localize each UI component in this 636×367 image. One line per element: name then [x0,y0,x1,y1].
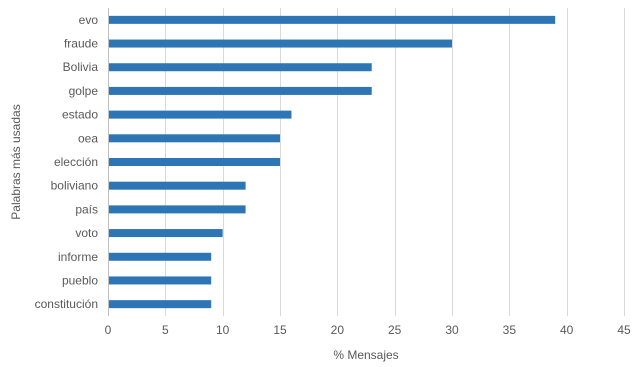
bar-6 [109,158,280,166]
category-label: país [75,202,98,216]
category-label: constitución [35,297,98,311]
category-label: oea [78,131,98,145]
bar-11 [109,276,212,285]
bar-10 [109,252,212,261]
category-label: golpe [69,84,99,98]
category-label: evo [79,13,99,27]
category-label: estado [62,108,98,122]
y-axis-title: Palabras más usadas [9,104,23,219]
category-label: fraude [64,37,98,51]
gridlines [108,8,625,316]
x-axis-title: % Mensajes [333,348,398,362]
x-tick-label: 40 [560,323,574,337]
bar-7 [109,181,246,190]
x-tick-label: 45 [617,323,631,337]
category-label: boliviano [51,179,99,193]
category-label: pueblo [62,273,98,287]
bar-3 [109,86,372,95]
x-tick-label: 30 [445,323,459,337]
bar-8 [109,205,246,214]
category-labels: evo fraude Bolivia golpe estado oea elección bo… [35,13,99,311]
bars [109,15,556,309]
category-label: elección [54,155,98,169]
x-tick-label: 0 [105,323,112,337]
bar-0 [109,15,556,24]
x-tick-label: 35 [503,323,517,337]
category-label: voto [75,226,98,240]
bar-12 [109,300,212,309]
bar-5 [109,134,280,143]
bar-2 [109,63,372,72]
bar-1 [109,39,452,48]
category-label: informe [58,250,98,264]
bar-9 [109,229,223,238]
x-tick-label: 5 [162,323,169,337]
x-tick-labels: 0 5 10 15 20 25 30 35 40 45 [105,323,631,337]
x-tick-label: 10 [216,323,230,337]
category-label: Bolivia [63,60,99,74]
bar-4 [109,110,292,119]
x-tick-label: 25 [388,323,402,337]
x-tick-label: 20 [331,323,345,337]
x-tick-label: 15 [273,323,287,337]
